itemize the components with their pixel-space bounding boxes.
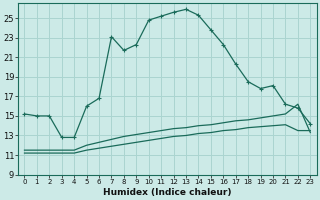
X-axis label: Humidex (Indice chaleur): Humidex (Indice chaleur) [103, 188, 232, 197]
